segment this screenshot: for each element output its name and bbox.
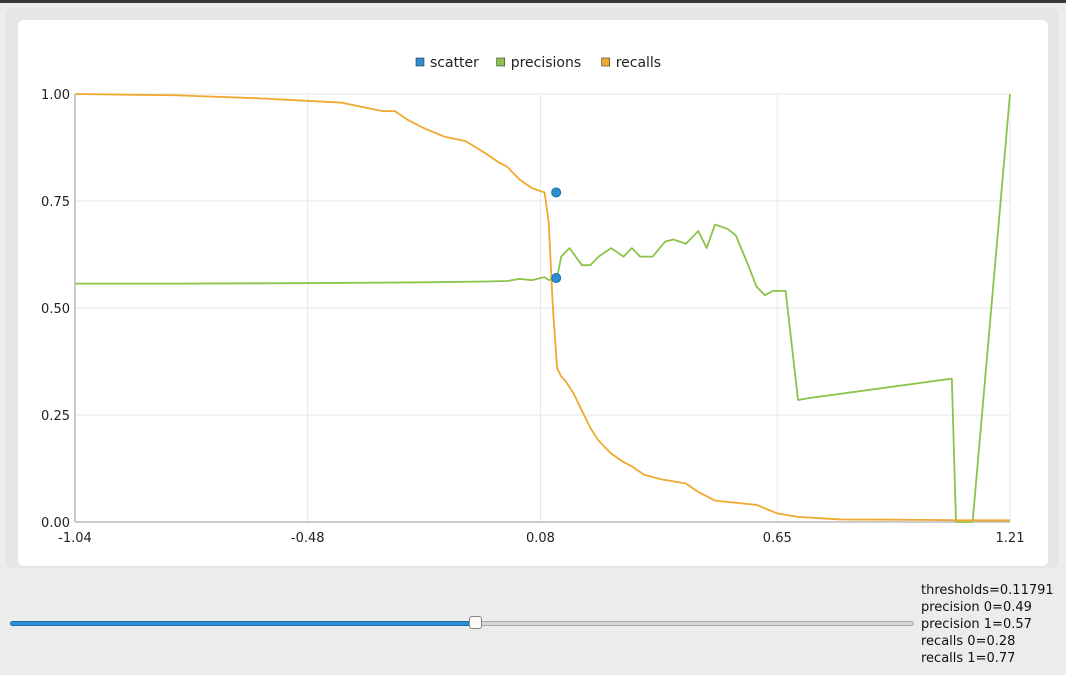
x-tick-label: 0.08 (526, 531, 555, 546)
slider-fill (10, 621, 475, 626)
legend-item-precisions: precisions (496, 55, 581, 71)
legend-item-scatter: scatter (415, 55, 479, 71)
legend-item-recalls: recalls (601, 55, 661, 71)
recalls-line (74, 93, 1010, 522)
x-tick-label: 0.65 (763, 531, 792, 546)
window-top-border (0, 0, 1066, 3)
axes: -1.04 -0.48 0.08 0.65 1.21 0.00 0.25 0.50 0.75 1.… (41, 88, 1024, 546)
y-tick-label: 0.50 (41, 302, 70, 317)
y-tick-label: 1.00 (41, 88, 70, 103)
threshold-slider[interactable] (10, 616, 914, 629)
x-tick-label: -1.04 (58, 531, 92, 546)
legend-swatch (496, 57, 506, 67)
thresholds-readout: thresholds=0.11791 (921, 583, 1054, 598)
y-tick-label: 0.25 (41, 409, 70, 424)
legend-swatch (601, 57, 611, 67)
recalls-1-readout: recalls 1=0.77 (921, 651, 1016, 666)
recalls-0-readout: recalls 0=0.28 (921, 634, 1016, 649)
grid-lines (74, 93, 1011, 523)
chart-card: -1.04 -0.48 0.08 0.65 1.21 0.00 0.25 0.50 0.75 1.… (18, 20, 1048, 566)
legend-label: precisions (511, 55, 581, 71)
y-tick-label: 0.75 (41, 195, 70, 210)
pr-curve-chart: -1.04 -0.48 0.08 0.65 1.21 0.00 0.25 0.50 0.75 1.… (41, 55, 1024, 546)
legend: scatter precisions recalls (415, 55, 661, 71)
metrics-readout: thresholds=0.11791 precision 0=0.49 prec… (921, 582, 1063, 667)
scatter-point (551, 187, 562, 198)
legend-label: recalls (616, 55, 661, 71)
x-tick-label: -0.48 (291, 531, 325, 546)
series-layer (74, 93, 1011, 523)
y-tick-label: 0.00 (41, 516, 70, 531)
precision-1-readout: precision 1=0.57 (921, 617, 1032, 632)
scatter-point (551, 273, 562, 284)
precision-0-readout: precision 0=0.49 (921, 600, 1032, 615)
precisions-line (75, 93, 1011, 523)
x-tick-label: 1.21 (996, 531, 1025, 546)
legend-swatch (415, 57, 425, 67)
legend-label: scatter (430, 55, 479, 71)
slider-handle[interactable] (468, 616, 482, 629)
